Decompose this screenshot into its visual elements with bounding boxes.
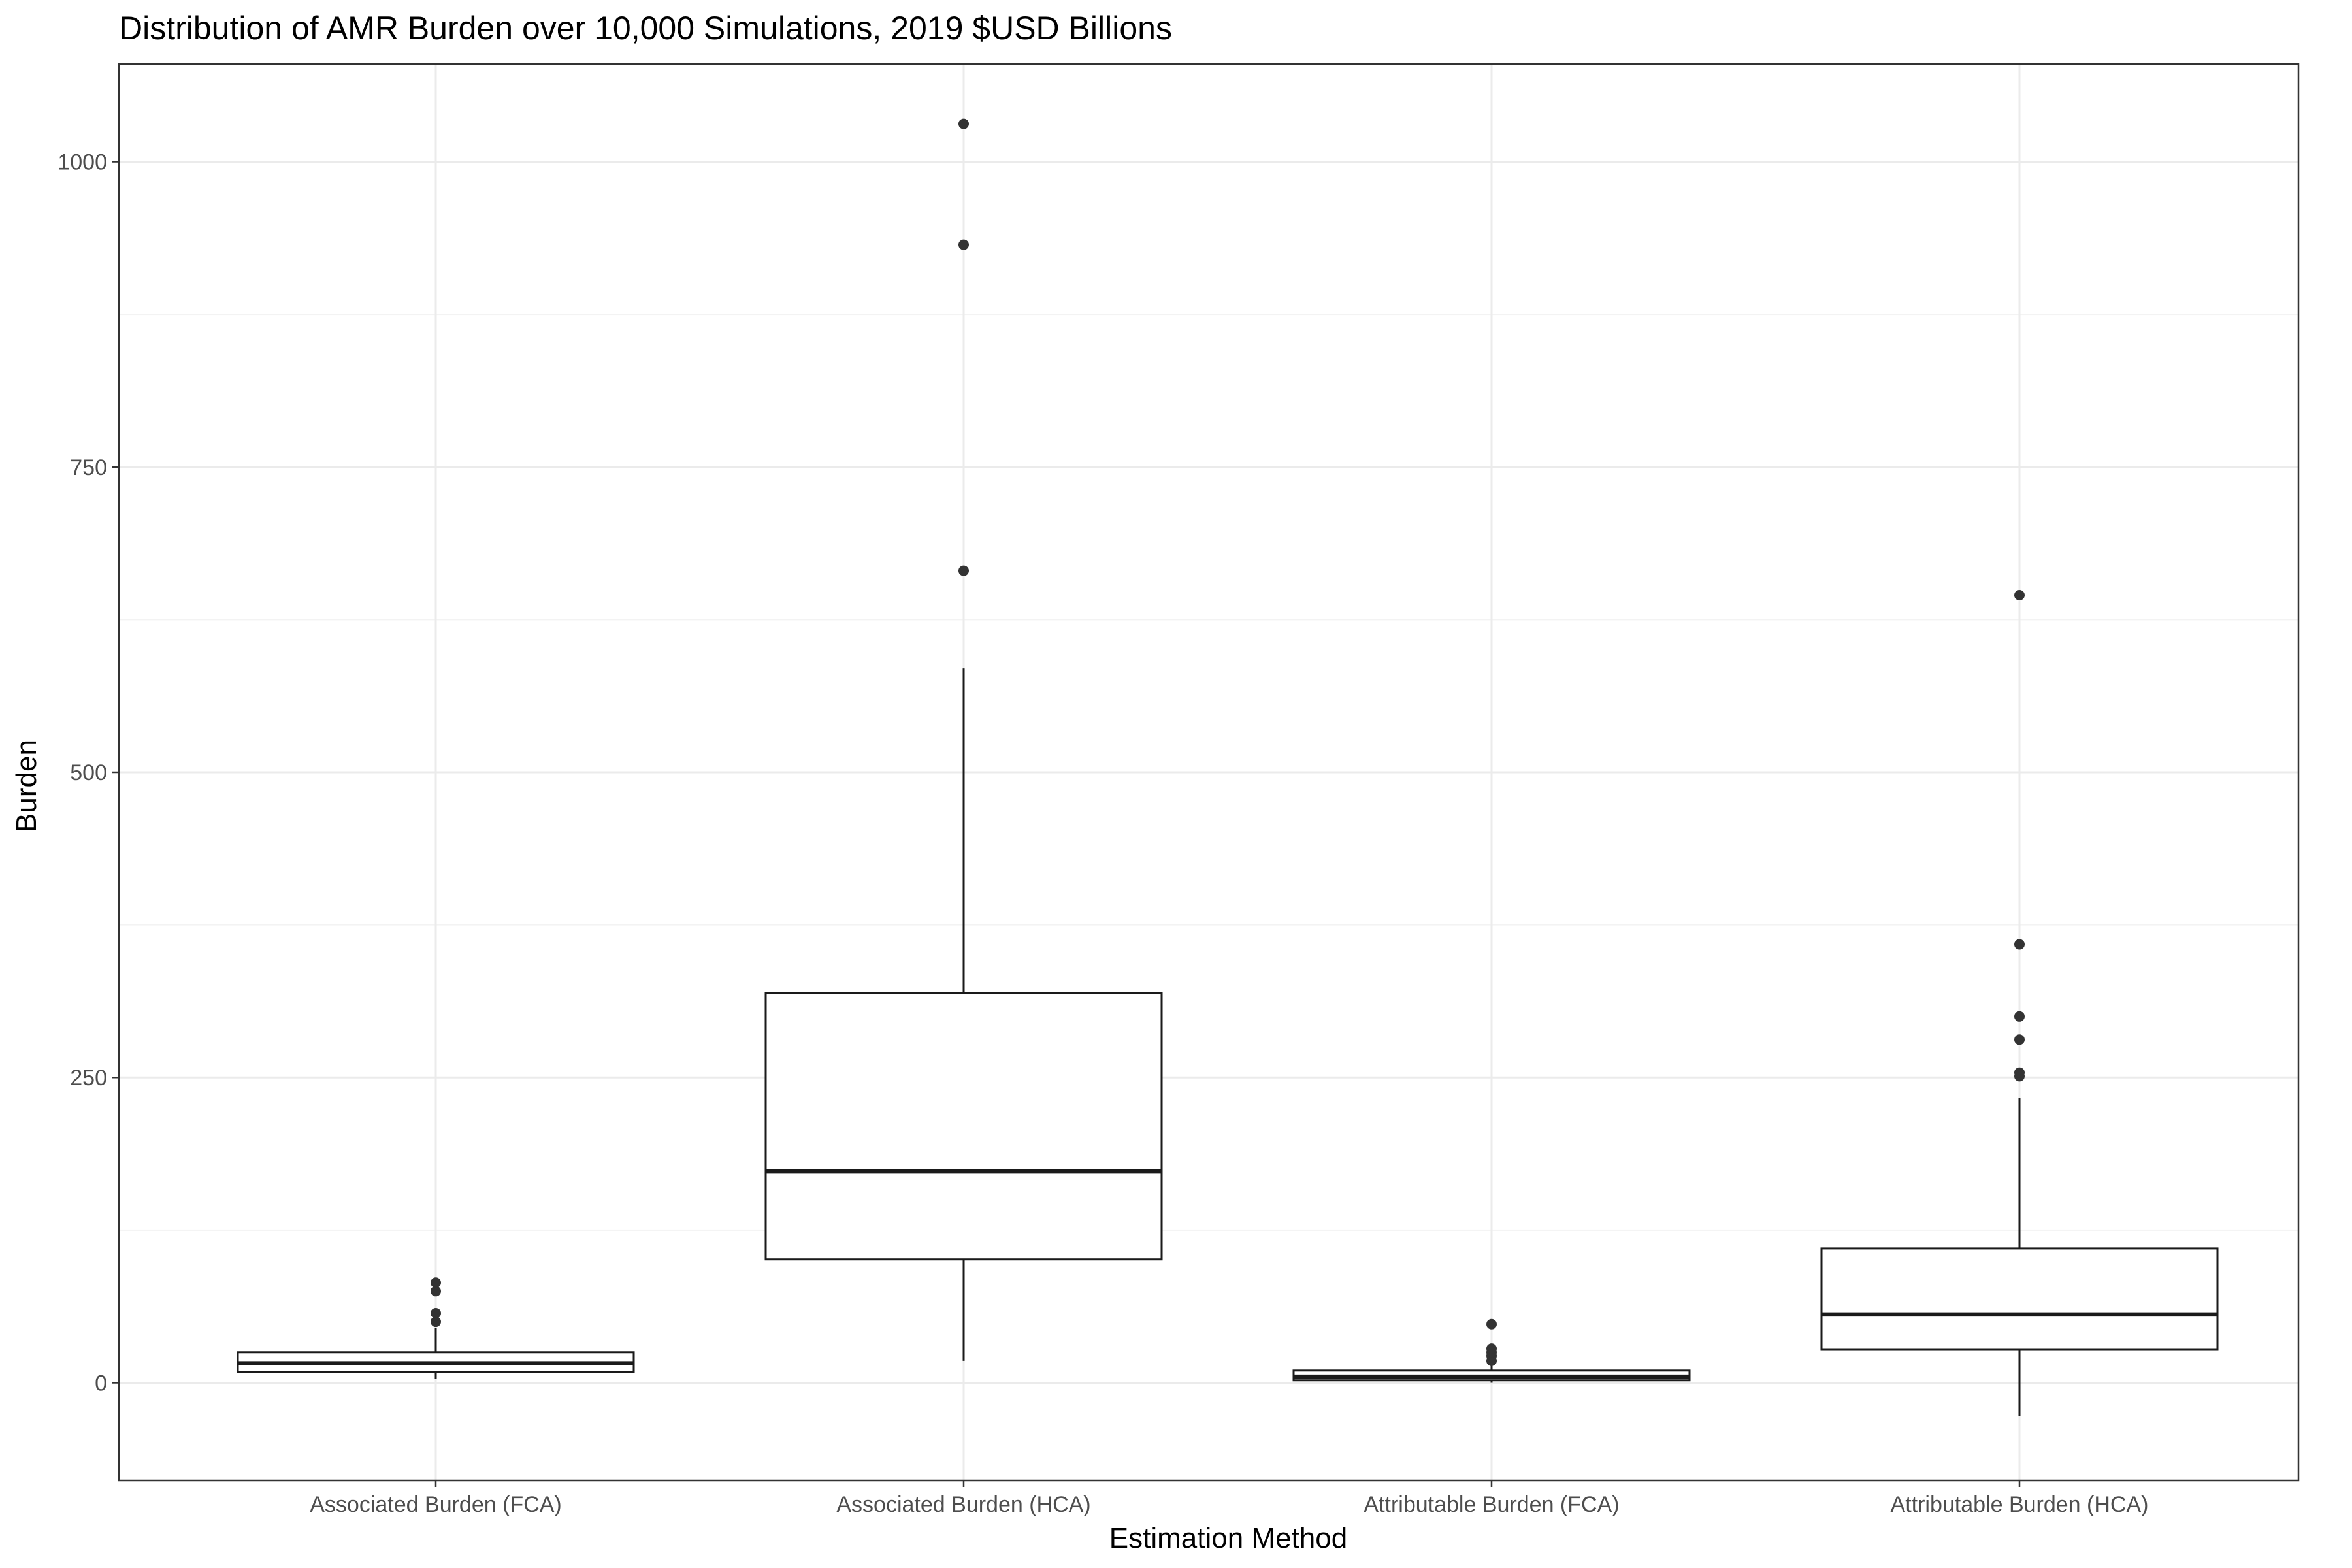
outlier-point bbox=[431, 1307, 441, 1318]
minor-gridlines bbox=[119, 314, 2298, 1231]
box-series bbox=[237, 118, 2219, 1416]
outlier-point bbox=[2014, 939, 2025, 950]
outlier-point bbox=[958, 239, 969, 250]
box-2 bbox=[764, 118, 1163, 1361]
y-tick-label: 750 bbox=[70, 455, 107, 480]
y-tick-label: 500 bbox=[70, 760, 107, 785]
outlier-point bbox=[431, 1316, 441, 1328]
x-tick-label: Attributable Burden (HCA) bbox=[1891, 1492, 2149, 1517]
outlier-point bbox=[2014, 1011, 2025, 1022]
box-1 bbox=[237, 1277, 635, 1379]
outlier-point bbox=[958, 565, 969, 576]
y-axis-title: Burden bbox=[10, 740, 42, 832]
box-3 bbox=[1292, 1318, 1691, 1383]
x-tick-label: Attributable Burden (FCA) bbox=[1364, 1492, 1619, 1517]
x-tick-label: Associated Burden (HCA) bbox=[836, 1492, 1090, 1517]
outlier-point bbox=[431, 1277, 441, 1288]
outlier-point bbox=[2014, 590, 2025, 600]
outlier-point bbox=[431, 1286, 441, 1297]
chart-title: Distribution of AMR Burden over 10,000 S… bbox=[119, 10, 1172, 46]
iqr-box bbox=[764, 992, 1163, 1261]
y-tick-label: 1000 bbox=[57, 150, 107, 175]
outlier-point bbox=[958, 118, 969, 129]
outlier-point bbox=[1486, 1343, 1497, 1354]
x-axis-title: Estimation Method bbox=[1109, 1522, 1347, 1554]
box-4 bbox=[1820, 590, 2219, 1416]
x-tick-label: Associated Burden (FCA) bbox=[310, 1492, 562, 1517]
x-axis-ticks: Associated Burden (FCA) Associated Burden… bbox=[310, 1480, 2148, 1517]
outlier-point bbox=[2014, 1034, 2025, 1045]
iqr-box bbox=[1820, 1247, 2219, 1351]
y-tick-label: 250 bbox=[70, 1066, 107, 1090]
y-axis-ticks: 0 250 500 750 1000 bbox=[57, 150, 119, 1396]
outlier-point bbox=[1486, 1318, 1497, 1330]
outlier-point bbox=[2014, 1067, 2025, 1078]
y-tick-label: 0 bbox=[95, 1371, 107, 1396]
